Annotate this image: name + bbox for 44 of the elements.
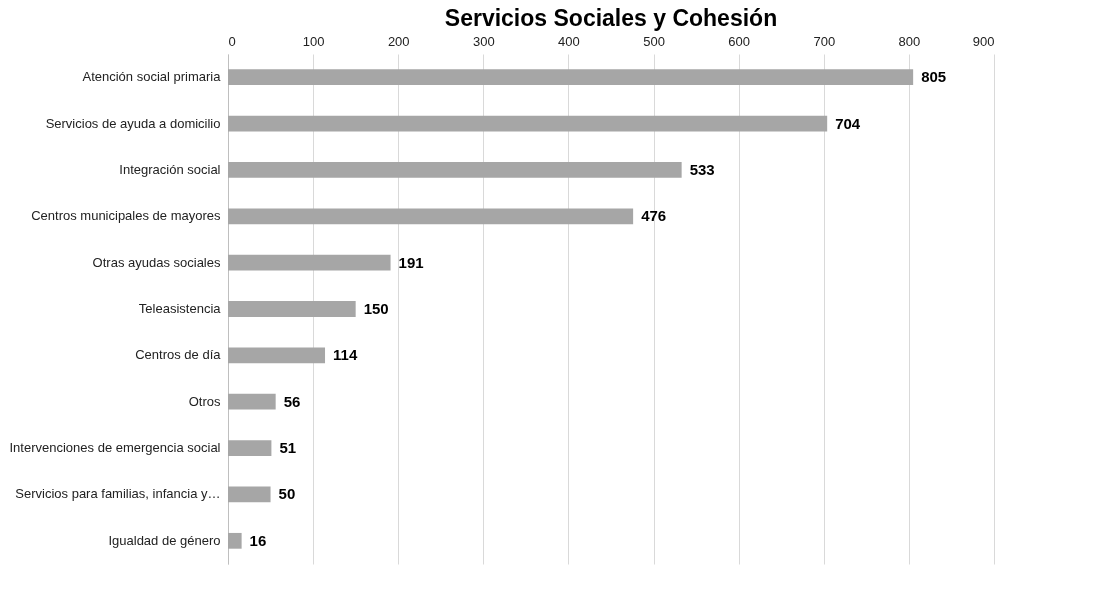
x-tick-label: 700 (813, 33, 836, 49)
bar (228, 69, 914, 86)
bar (228, 254, 391, 271)
y-tick-label: Igualdad de género (108, 532, 221, 548)
data-label: 704 (835, 114, 861, 132)
data-label: 805 (921, 68, 947, 86)
y-tick-label: Centros de día (135, 347, 222, 363)
bar (228, 393, 276, 410)
x-tick-label: 800 (898, 33, 921, 49)
x-tick-label: 500 (643, 33, 665, 49)
y-tick-label: Servicios de ayuda a domicilio (45, 115, 221, 131)
x-tick-label: 900 (972, 33, 995, 49)
data-label: 191 (398, 253, 424, 271)
data-label: 50 (278, 485, 296, 503)
bar (228, 115, 828, 132)
y-tick-label: Centros municipales de mayores (31, 208, 221, 224)
x-tick-label: 100 (302, 33, 325, 49)
y-tick-label: Intervenciones de emergencia social (9, 440, 221, 456)
chart-title: Servicios Sociales y Cohesión (444, 5, 778, 31)
data-label: 51 (279, 439, 297, 457)
y-tick-label: Atención social primaria (82, 69, 222, 85)
data-label: 56 (283, 392, 301, 410)
x-tick-label: 200 (387, 33, 410, 49)
y-tick-label: Teleasistencia (138, 301, 222, 316)
y-tick-label: Servicios para familias, infancia y… (15, 486, 221, 502)
y-tick-label: Otras ayudas sociales (92, 254, 221, 270)
x-tick-label: 300 (472, 33, 495, 49)
data-label: 150 (363, 300, 389, 317)
x-tick-label: 0 (228, 33, 236, 49)
y-tick-label: Integración social (119, 161, 221, 177)
bar (228, 486, 271, 503)
bar (228, 440, 272, 456)
x-tick-label: 400 (558, 33, 580, 49)
y-tick-label: Otros (188, 393, 221, 409)
bar (228, 347, 326, 364)
bar (228, 301, 356, 317)
bar (228, 208, 634, 225)
data-label: 114 (333, 346, 358, 364)
bar (228, 162, 682, 178)
data-label: 476 (641, 207, 667, 225)
x-tick-label: 600 (728, 33, 751, 49)
data-label: 533 (689, 160, 715, 178)
data-label: 16 (249, 531, 267, 549)
bar (228, 532, 242, 549)
